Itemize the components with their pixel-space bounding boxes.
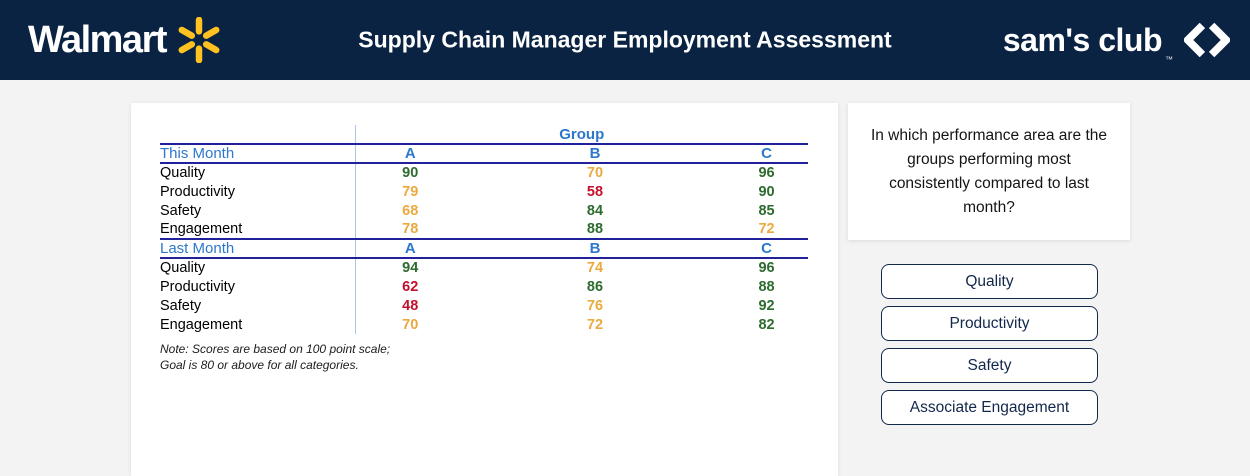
table-row: Engagement 70 72 82 [160,315,808,334]
answer-button-productivity[interactable]: Productivity [881,306,1098,341]
answer-list: Quality Productivity Safety Associate En… [881,264,1098,425]
score-cell: 90 [354,163,465,182]
row-label: Productivity [160,183,235,200]
score-cell: 82 [758,316,775,333]
score-cell: 76 [586,297,604,314]
score-cell: 74 [586,260,604,276]
answer-button-associate-engagement[interactable]: Associate Engagement [881,390,1098,425]
sams-club-logo: sam's club ™ [1003,0,1230,80]
column-header-c: C [725,143,809,164]
section-label: This Month [160,143,355,164]
performance-table: Group This Month A B C Quality 90 70 96 … [160,125,809,334]
walmart-spark-icon [178,17,220,63]
sams-club-diamond-icon [1184,22,1230,58]
section-header-last-month: Last Month A B C [160,238,809,259]
table-row: Safety 68 84 85 [160,201,808,220]
score-cell: 78 [354,220,465,239]
score-cell: 96 [758,165,775,181]
sams-club-wordmark: sam's club [1002,21,1163,58]
table-row: Productivity 62 86 88 [160,277,808,296]
score-cell: 92 [758,297,775,314]
performance-table-card: Group This Month A B C Quality 90 70 96 … [131,103,838,476]
row-label: Engagement [160,221,243,237]
answer-button-safety[interactable]: Safety [881,348,1098,383]
table-row: Quality 90 70 96 [160,163,808,182]
score-cell: 68 [354,201,465,220]
table-row: Quality 94 74 96 [160,258,808,277]
score-cell: 90 [758,183,775,200]
score-cell: 70 [354,315,465,334]
page-title: Supply Chain Manager Employment Assessme… [358,26,892,53]
row-label: Productivity [160,278,235,295]
column-header-a: A [354,143,465,164]
score-cell: 72 [586,316,604,333]
column-header-b: B [465,238,725,259]
row-label: Safety [160,297,202,314]
score-cell: 70 [586,165,604,181]
header-bar: Walmart Supply Chain Manager Employment … [0,0,1250,80]
score-cell: 79 [354,182,465,201]
walmart-logo: Walmart [28,0,222,80]
table-row: Productivity 79 58 90 [160,182,808,201]
empty-cell [160,125,355,144]
table-row: Safety 48 76 92 [160,296,808,315]
score-cell: 86 [586,278,604,295]
column-header-b: B [465,143,725,164]
section-header-this-month: This Month A B C [160,143,809,164]
score-cell: 88 [758,278,775,295]
trademark-symbol: ™ [1165,55,1173,64]
row-label: Safety [160,202,202,219]
score-cell: 84 [586,202,604,219]
row-label: Quality [160,260,206,276]
question-card: In which performance area are the groups… [848,103,1130,240]
section-label: Last Month [160,238,355,259]
score-cell: 94 [354,258,465,277]
note-line-1: Note: Scores are based on 100 point scal… [160,342,391,356]
question-text: In which performance area are the groups… [870,126,1108,216]
answer-button-quality[interactable]: Quality [881,264,1098,299]
table-row: Engagement 78 88 72 [160,220,808,239]
score-cell: 88 [586,221,604,237]
row-label: Quality [160,165,206,181]
note-line-2: Goal is 80 or above for all categories. [160,358,359,372]
column-header-c: C [725,238,809,259]
column-header-a: A [354,238,465,259]
score-cell: 96 [758,260,775,276]
score-cell: 85 [758,202,775,219]
score-cell: 58 [586,183,604,200]
table-note: Note: Scores are based on 100 point scal… [160,341,838,373]
walmart-wordmark: Walmart [28,18,168,61]
score-cell: 48 [354,296,465,315]
row-label: Engagement [160,316,243,333]
group-header: Group [354,125,809,144]
score-cell: 62 [354,277,465,296]
score-cell: 72 [758,221,775,237]
group-header-row: Group [160,125,809,144]
